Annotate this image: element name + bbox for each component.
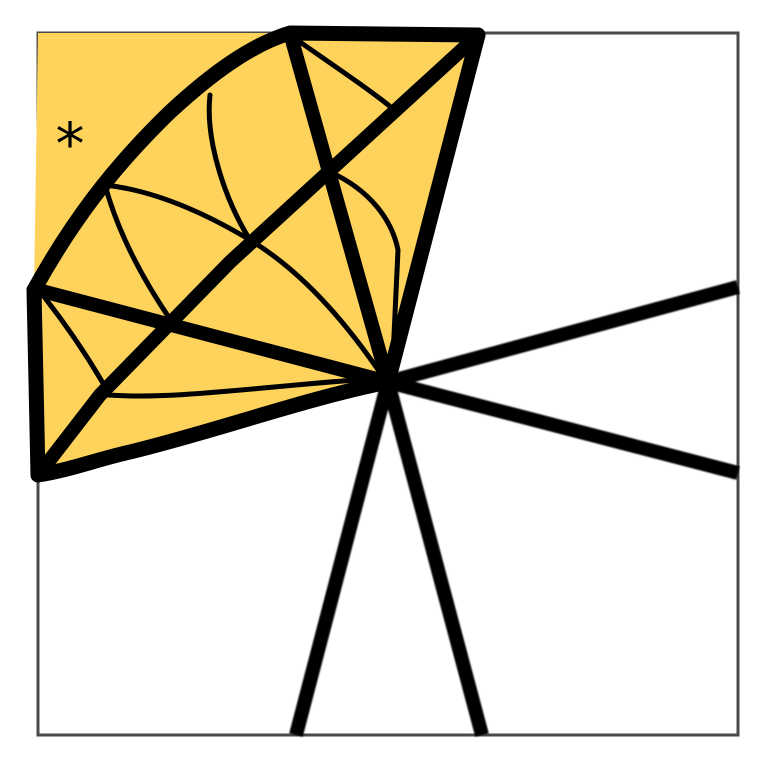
pattern-line <box>206 92 253 243</box>
pattern-line <box>327 169 401 381</box>
sector-arc <box>26 25 486 298</box>
pattern-line <box>102 182 175 325</box>
sector-right-edge <box>380 27 486 390</box>
radial-line <box>386 375 740 480</box>
sector-bottom-edge <box>30 374 396 483</box>
radial-line <box>289 380 395 737</box>
radial-line <box>386 280 740 389</box>
pattern-line <box>105 375 388 399</box>
sector-left-edge <box>26 282 46 483</box>
asterisk-marker: * <box>56 110 85 178</box>
sector-outline <box>26 25 486 483</box>
yellow-corner-fill <box>34 33 290 290</box>
pattern-line <box>297 39 395 111</box>
radial-line <box>31 283 395 389</box>
radial-line <box>283 26 395 389</box>
outer-radial-lines <box>289 280 740 737</box>
pattern-line <box>247 237 388 383</box>
pattern-line <box>102 182 253 243</box>
sector-pattern-lines <box>42 39 401 399</box>
sector-radial-lines <box>31 26 485 477</box>
pattern-line <box>42 295 111 395</box>
radial-line <box>381 380 489 737</box>
